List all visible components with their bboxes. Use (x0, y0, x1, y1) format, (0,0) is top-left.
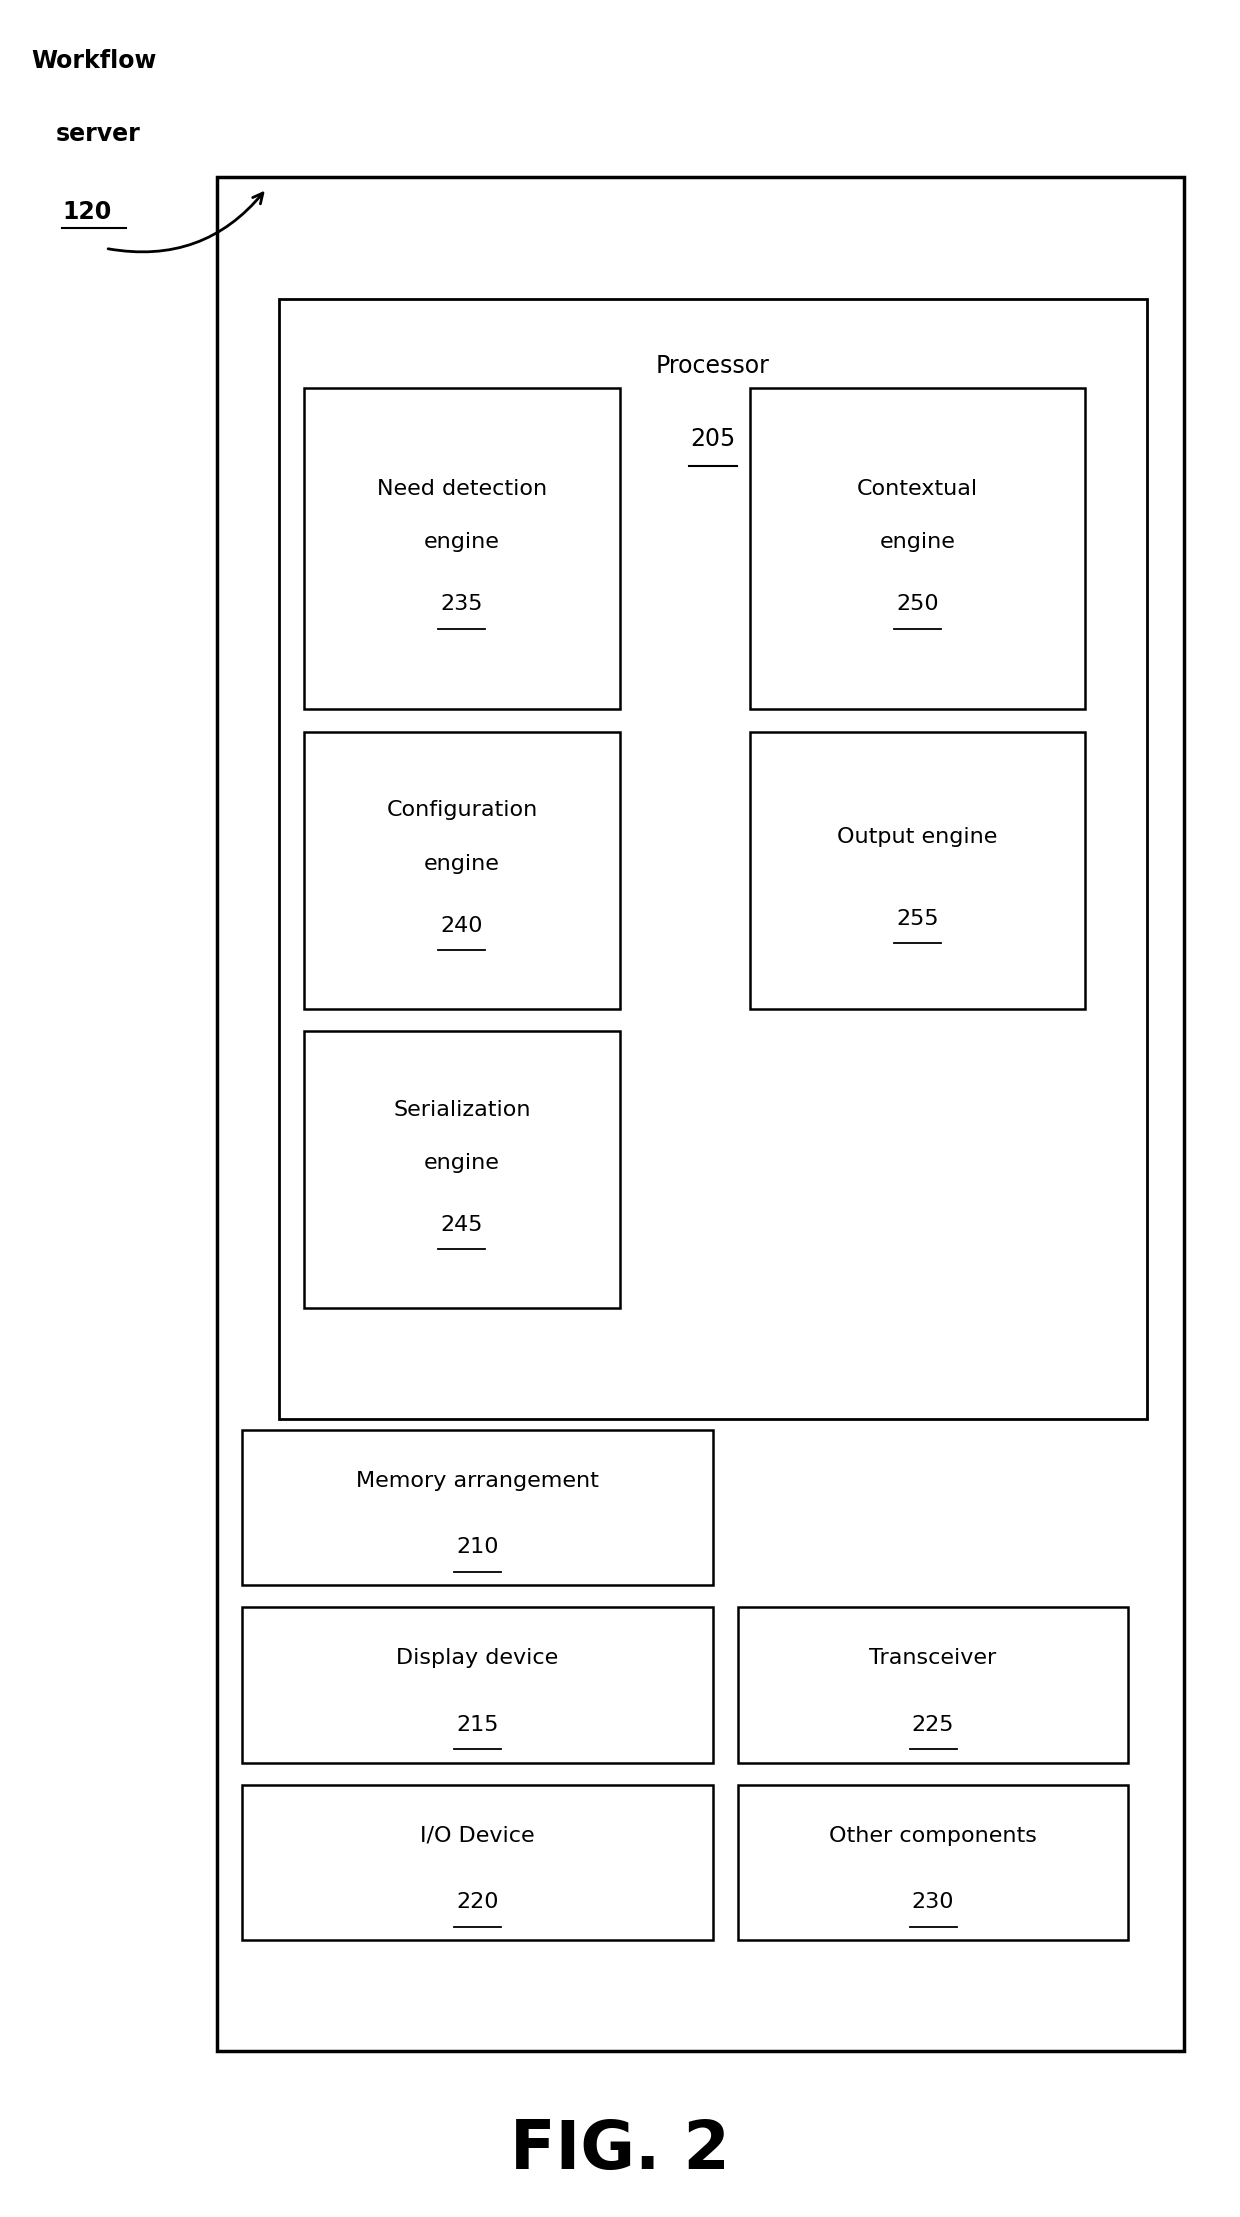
Text: engine: engine (879, 532, 956, 552)
Bar (738, 1607, 1128, 1763)
Text: 250: 250 (897, 594, 939, 614)
Bar (750, 388, 1085, 709)
Text: Contextual: Contextual (857, 479, 978, 499)
Text: 235: 235 (440, 594, 484, 614)
Bar (242, 1607, 713, 1763)
Bar (217, 177, 1184, 2051)
Text: I/O Device: I/O Device (420, 1825, 534, 1847)
Bar (304, 1031, 620, 1308)
Text: 230: 230 (911, 1891, 955, 1913)
Bar (304, 388, 620, 709)
Text: 215: 215 (456, 1714, 498, 1736)
Bar (242, 1430, 713, 1585)
Text: 210: 210 (456, 1536, 498, 1559)
Bar (304, 732, 620, 1009)
Text: Other components: Other components (830, 1825, 1037, 1847)
Text: Display device: Display device (397, 1647, 558, 1669)
Text: 120: 120 (62, 200, 112, 224)
Text: Serialization: Serialization (393, 1100, 531, 1120)
Text: 245: 245 (440, 1215, 484, 1235)
Text: 205: 205 (691, 428, 735, 450)
Bar (279, 299, 1147, 1419)
Text: Output engine: Output engine (837, 827, 998, 847)
Text: 240: 240 (440, 916, 484, 936)
Text: Processor: Processor (656, 355, 770, 377)
Text: 255: 255 (897, 909, 939, 929)
Text: engine: engine (424, 532, 500, 552)
Text: engine: engine (424, 854, 500, 873)
Text: server: server (56, 122, 140, 146)
Text: 220: 220 (456, 1891, 498, 1913)
Text: Transceiver: Transceiver (869, 1647, 997, 1669)
Bar (738, 1785, 1128, 1940)
Text: engine: engine (424, 1153, 500, 1173)
Bar (750, 732, 1085, 1009)
Text: Configuration: Configuration (387, 800, 537, 820)
Text: Workflow: Workflow (31, 49, 156, 73)
Text: Need detection: Need detection (377, 479, 547, 499)
Text: Memory arrangement: Memory arrangement (356, 1470, 599, 1492)
Text: FIG. 2: FIG. 2 (510, 2117, 730, 2184)
Bar (242, 1785, 713, 1940)
Text: 225: 225 (911, 1714, 955, 1736)
